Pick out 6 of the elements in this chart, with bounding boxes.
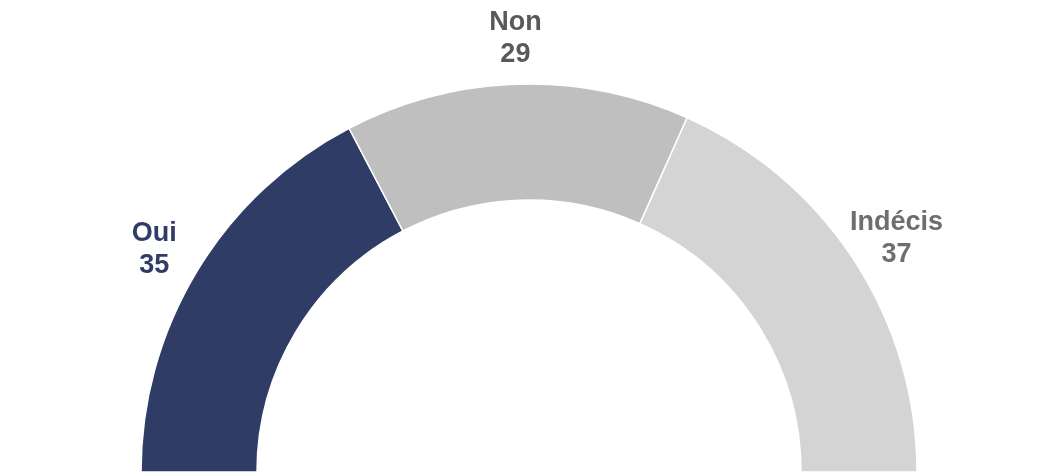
data-label: 29 [500, 38, 531, 69]
data-label: 35 [139, 249, 170, 280]
slice-label: Indécis [849, 205, 943, 236]
data-label: 37 [881, 237, 912, 268]
slice-label: Oui [131, 217, 177, 248]
slice-label: Non [489, 6, 542, 37]
